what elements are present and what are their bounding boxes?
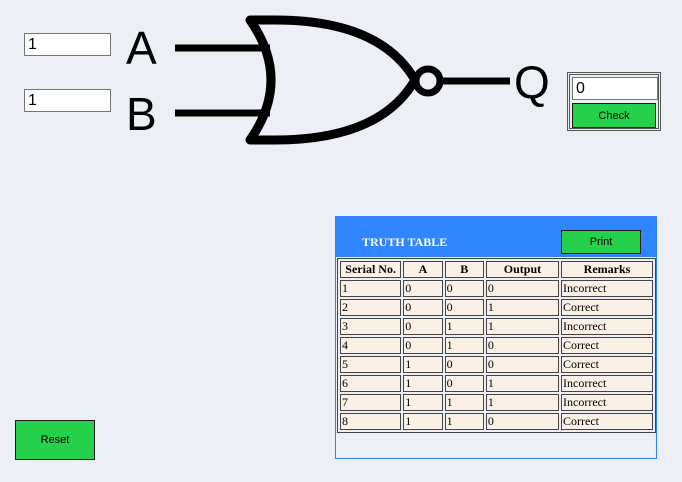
column-header-serial: Serial No. (340, 261, 402, 278)
table-header-row: Serial No. A B Output Remarks (340, 261, 653, 278)
cell-remarks: Incorrect (561, 375, 653, 392)
cell-serial: 6 (340, 375, 402, 392)
cell-a: 0 (403, 280, 443, 297)
cell-remarks: Incorrect (561, 280, 653, 297)
truth-table: Serial No. A B Output Remarks 1 0 0 0 In… (337, 258, 656, 433)
cell-output: 1 (485, 375, 560, 392)
cell-serial: 7 (340, 394, 402, 411)
cell-a: 1 (403, 356, 443, 373)
truth-table-header: TRUTH TABLE Print (336, 217, 656, 257)
output-box: Check (567, 72, 661, 131)
cell-b: 0 (444, 356, 484, 373)
nor-gate-body (245, 15, 420, 145)
input-b-field[interactable] (24, 89, 111, 112)
cell-a: 1 (403, 394, 443, 411)
cell-output: 0 (485, 280, 560, 297)
table-row: 5 1 0 0 Correct (340, 356, 653, 373)
label-a: A (126, 22, 157, 74)
cell-serial: 8 (340, 413, 402, 430)
output-q-field[interactable] (572, 77, 658, 100)
cell-a: 0 (403, 318, 443, 335)
cell-output: 1 (485, 394, 560, 411)
label-q: Q (514, 56, 550, 108)
cell-a: 1 (403, 375, 443, 392)
nor-bubble (412, 65, 444, 97)
truth-table-title: TRUTH TABLE (362, 235, 448, 249)
cell-output: 0 (485, 356, 560, 373)
label-b: B (126, 88, 157, 140)
cell-remarks: Correct (561, 356, 653, 373)
cell-serial: 2 (340, 299, 402, 316)
cell-a: 1 (403, 413, 443, 430)
input-a-field[interactable] (24, 33, 111, 56)
check-button[interactable]: Check (572, 103, 656, 128)
table-row: 3 0 1 1 Incorrect (340, 318, 653, 335)
output-box-inner: Check (569, 74, 659, 129)
table-row: 6 1 0 1 Incorrect (340, 375, 653, 392)
cell-remarks: Incorrect (561, 318, 653, 335)
column-header-b: B (444, 261, 484, 278)
table-row: 7 1 1 1 Incorrect (340, 394, 653, 411)
cell-output: 0 (485, 413, 560, 430)
cell-b: 0 (444, 299, 484, 316)
cell-output: 1 (485, 318, 560, 335)
cell-b: 0 (444, 280, 484, 297)
cell-serial: 4 (340, 337, 402, 354)
cell-remarks: Correct (561, 337, 653, 354)
cell-b: 0 (444, 375, 484, 392)
cell-b: 1 (444, 337, 484, 354)
cell-a: 0 (403, 299, 443, 316)
cell-remarks: Incorrect (561, 394, 653, 411)
column-header-output: Output (485, 261, 560, 278)
reset-button[interactable]: Reset (15, 420, 95, 460)
table-row: 8 1 1 0 Correct (340, 413, 653, 430)
column-header-remarks: Remarks (561, 261, 653, 278)
truth-table-panel: TRUTH TABLE Print Serial No. A B Output … (335, 216, 657, 459)
cell-remarks: Correct (561, 299, 653, 316)
cell-remarks: Correct (561, 413, 653, 430)
table-row: 4 0 1 0 Correct (340, 337, 653, 354)
cell-output: 0 (485, 337, 560, 354)
column-header-a: A (403, 261, 443, 278)
cell-serial: 3 (340, 318, 402, 335)
table-row: 2 0 0 1 Correct (340, 299, 653, 316)
nor-gate-icon: A B Q (126, 15, 550, 145)
cell-b: 1 (444, 318, 484, 335)
cell-serial: 5 (340, 356, 402, 373)
table-row: 1 0 0 0 Incorrect (340, 280, 653, 297)
cell-a: 0 (403, 337, 443, 354)
print-button[interactable]: Print (561, 230, 641, 254)
cell-serial: 1 (340, 280, 402, 297)
cell-output: 1 (485, 299, 560, 316)
cell-b: 1 (444, 413, 484, 430)
cell-b: 1 (444, 394, 484, 411)
